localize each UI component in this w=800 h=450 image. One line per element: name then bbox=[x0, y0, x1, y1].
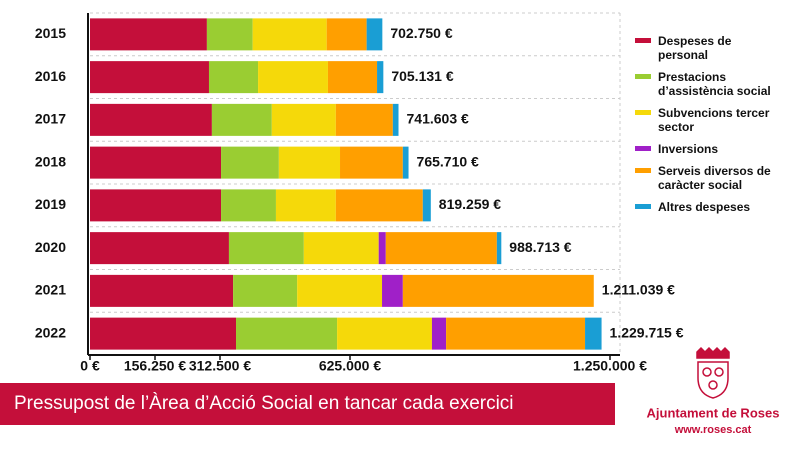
legend-swatch bbox=[635, 38, 651, 43]
legend-item: Subvencions tercer sector bbox=[635, 106, 776, 134]
bar-segment bbox=[252, 18, 327, 51]
bar-segment bbox=[208, 61, 259, 94]
bar-segment bbox=[90, 189, 222, 222]
x-tick-label: 312.500 € bbox=[189, 358, 251, 374]
bar-segment bbox=[303, 232, 379, 265]
legend-label: Despeses de personal bbox=[658, 34, 732, 62]
bar-segment bbox=[385, 232, 497, 265]
title-banner bbox=[0, 383, 615, 425]
legend-swatch bbox=[635, 146, 651, 151]
bar-segment bbox=[221, 146, 279, 179]
legend-swatch bbox=[635, 110, 651, 115]
bar-segment bbox=[206, 18, 253, 51]
bar-segment bbox=[366, 18, 383, 51]
legend-item: Inversions bbox=[635, 142, 776, 156]
legend-label: Prestacions d’assistència social bbox=[658, 70, 771, 98]
logo-name: Ajuntament de Roses bbox=[647, 405, 780, 420]
legend-swatch bbox=[635, 74, 651, 79]
y-tick-label: 2022 bbox=[35, 324, 66, 340]
total-label: 765.710 € bbox=[417, 153, 479, 169]
legend-item: Prestacions d’assistència social bbox=[635, 70, 776, 98]
bar-segment bbox=[228, 232, 304, 265]
legend-label: Altres despeses bbox=[658, 200, 751, 214]
bar-segment bbox=[496, 232, 502, 265]
chart-title: Pressupost de l’Àrea d’Acció Social en t… bbox=[14, 393, 514, 414]
bar-segment bbox=[275, 189, 336, 222]
bar-segment bbox=[340, 146, 403, 179]
x-tick-label: 625.000 € bbox=[319, 358, 381, 374]
bar-segment bbox=[446, 317, 586, 350]
bar-segment bbox=[90, 274, 234, 307]
bar-segment bbox=[378, 232, 386, 265]
y-tick-label: 2017 bbox=[35, 111, 66, 127]
bar-segment bbox=[297, 274, 383, 307]
bar-segment bbox=[431, 317, 447, 350]
bar-segment bbox=[377, 61, 384, 94]
total-label: 819.259 € bbox=[439, 196, 501, 212]
bar-segment bbox=[327, 61, 378, 94]
bar-segment bbox=[335, 189, 423, 222]
legend: Despeses de personal Prestacions d’assist… bbox=[635, 34, 795, 222]
total-label: 705.131 € bbox=[391, 68, 453, 84]
bar-segment bbox=[271, 103, 336, 136]
legend-item: Altres despeses bbox=[635, 200, 776, 214]
bar-segment bbox=[402, 146, 409, 179]
bar-segment bbox=[221, 189, 276, 222]
x-tick-label: 1.250.000 € bbox=[573, 358, 647, 374]
y-tick-label: 2021 bbox=[35, 282, 66, 298]
bar-segment bbox=[90, 146, 222, 179]
x-tick-label: 156.250 € bbox=[124, 358, 186, 374]
bar-segment bbox=[335, 103, 393, 136]
bar-segment bbox=[278, 146, 341, 179]
legend-item: Serveis diversos de caràcter social bbox=[635, 164, 776, 192]
total-label: 1.211.039 € bbox=[602, 282, 675, 298]
bar-segment bbox=[90, 232, 229, 265]
bar-segment bbox=[90, 18, 207, 51]
total-label: 988.713 € bbox=[509, 239, 571, 255]
bar-segment bbox=[392, 103, 399, 136]
y-tick-label: 2020 bbox=[35, 239, 66, 255]
bar-segment bbox=[258, 61, 328, 94]
bar-segment bbox=[233, 274, 298, 307]
legend-swatch bbox=[635, 168, 651, 173]
bar-segment bbox=[90, 61, 209, 94]
legend-swatch bbox=[635, 204, 651, 209]
y-tick-label: 2018 bbox=[35, 153, 66, 169]
bar-segment bbox=[402, 274, 594, 307]
logo-url: www.roses.cat bbox=[674, 424, 752, 436]
bar-segment bbox=[382, 274, 403, 307]
y-tick-label: 2016 bbox=[35, 68, 66, 84]
legend-label: Subvencions tercer sector bbox=[658, 106, 770, 134]
bar-segment bbox=[422, 189, 431, 222]
logo-shield bbox=[696, 346, 730, 399]
legend-item: Despeses de personal bbox=[635, 34, 776, 62]
bar-segment bbox=[90, 103, 212, 136]
bar-segment bbox=[326, 18, 367, 51]
bar-segment bbox=[585, 317, 602, 350]
bar-segment bbox=[236, 317, 338, 350]
legend-label: Inversions bbox=[658, 142, 719, 156]
total-label: 702.750 € bbox=[390, 25, 452, 41]
y-tick-label: 2015 bbox=[35, 25, 66, 41]
total-label: 741.603 € bbox=[407, 111, 469, 127]
bar-segment bbox=[211, 103, 272, 136]
bar-segment bbox=[90, 317, 237, 350]
x-tick-label: 0 € bbox=[80, 358, 100, 374]
y-tick-label: 2019 bbox=[35, 196, 66, 212]
legend-label: Serveis diversos de caràcter social bbox=[658, 164, 771, 192]
total-label: 1.229.715 € bbox=[610, 324, 684, 340]
bar-segment bbox=[337, 317, 432, 350]
